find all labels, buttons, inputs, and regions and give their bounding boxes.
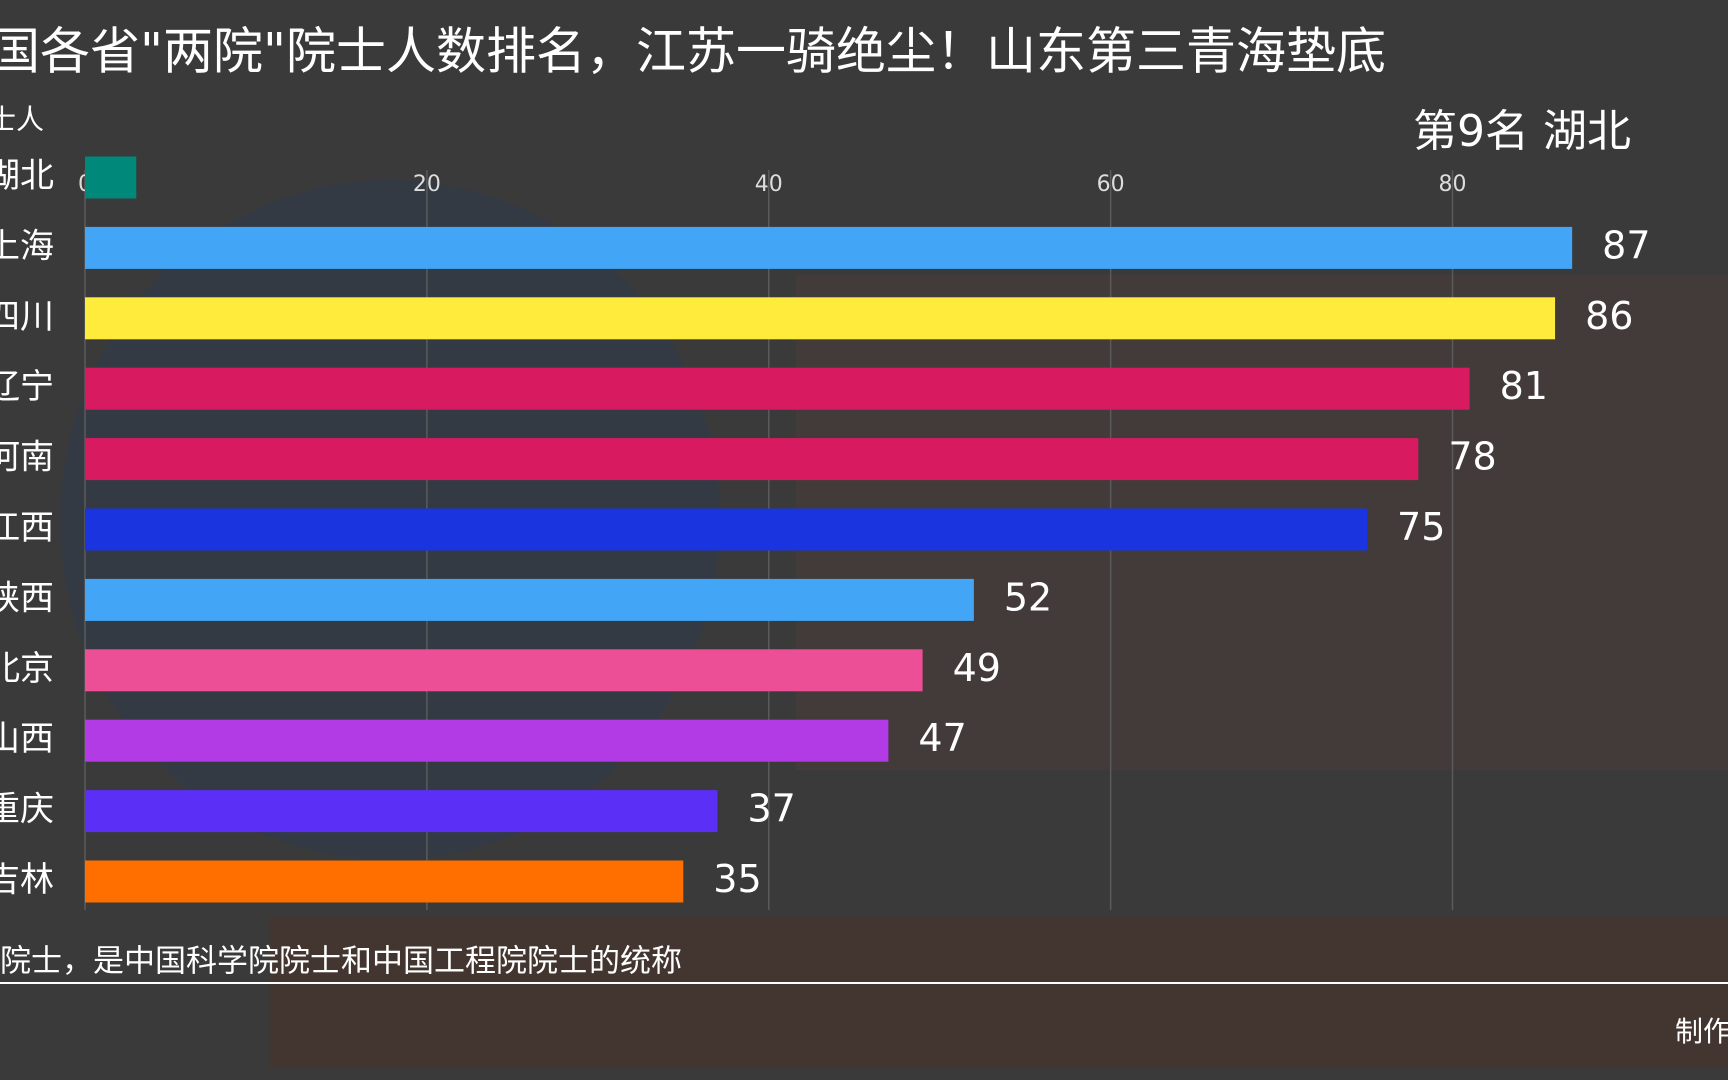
- bar: [85, 649, 923, 692]
- bar: [85, 719, 889, 762]
- credit: 制作: [1675, 1015, 1728, 1048]
- bar: [85, 438, 1419, 481]
- bar: [85, 578, 974, 621]
- x-tick-label: 40: [755, 172, 783, 197]
- value-label: 35: [713, 857, 761, 901]
- bar: [85, 367, 1470, 410]
- bar: [85, 156, 137, 199]
- value-label: 75: [1397, 505, 1445, 549]
- value-label: 49: [953, 646, 1001, 690]
- bar: [85, 297, 1556, 340]
- value-label: 81: [1500, 364, 1548, 408]
- y-tick-label: 河南: [0, 438, 54, 478]
- y-tick-label: 北京: [0, 649, 54, 689]
- value-label: 47: [918, 716, 966, 760]
- x-tick-label: 60: [1097, 172, 1125, 197]
- y-tick-label: 上海: [0, 226, 54, 266]
- annotation: 第9名 湖北: [1413, 106, 1631, 157]
- bar: [85, 226, 1573, 269]
- value-label: 86: [1585, 294, 1633, 338]
- y-tick-label: 辽宁: [0, 367, 54, 407]
- y-tick-label: 山西: [0, 719, 54, 759]
- watermark: [270, 917, 1728, 1067]
- chart-title: 国各省"两院"院士人数排名，江苏一骑绝尘！山东第三青海垫底: [0, 23, 1386, 81]
- y-tick-label: 吉林: [0, 860, 54, 900]
- y-tick-label: 陕西: [0, 578, 54, 618]
- value-label: 52: [1004, 575, 1052, 619]
- bar: [85, 790, 718, 833]
- footnote: 院士，是中国科学院院士和中国工程院院士的统称: [0, 944, 682, 980]
- y-tick-label: 四川: [0, 297, 54, 337]
- x-tick-label: 20: [413, 172, 441, 197]
- y-tick-label: 重庆: [0, 790, 54, 830]
- bar: [85, 508, 1368, 551]
- value-label: 37: [747, 787, 795, 831]
- value-label: 87: [1602, 223, 1650, 267]
- bar: [85, 860, 684, 903]
- y-tick-label: 湖北: [0, 156, 54, 196]
- y-tick-label: 江西: [0, 508, 54, 548]
- unit-label: 士人: [0, 103, 44, 136]
- value-label: 78: [1448, 435, 1496, 479]
- x-tick-label: 80: [1439, 172, 1467, 197]
